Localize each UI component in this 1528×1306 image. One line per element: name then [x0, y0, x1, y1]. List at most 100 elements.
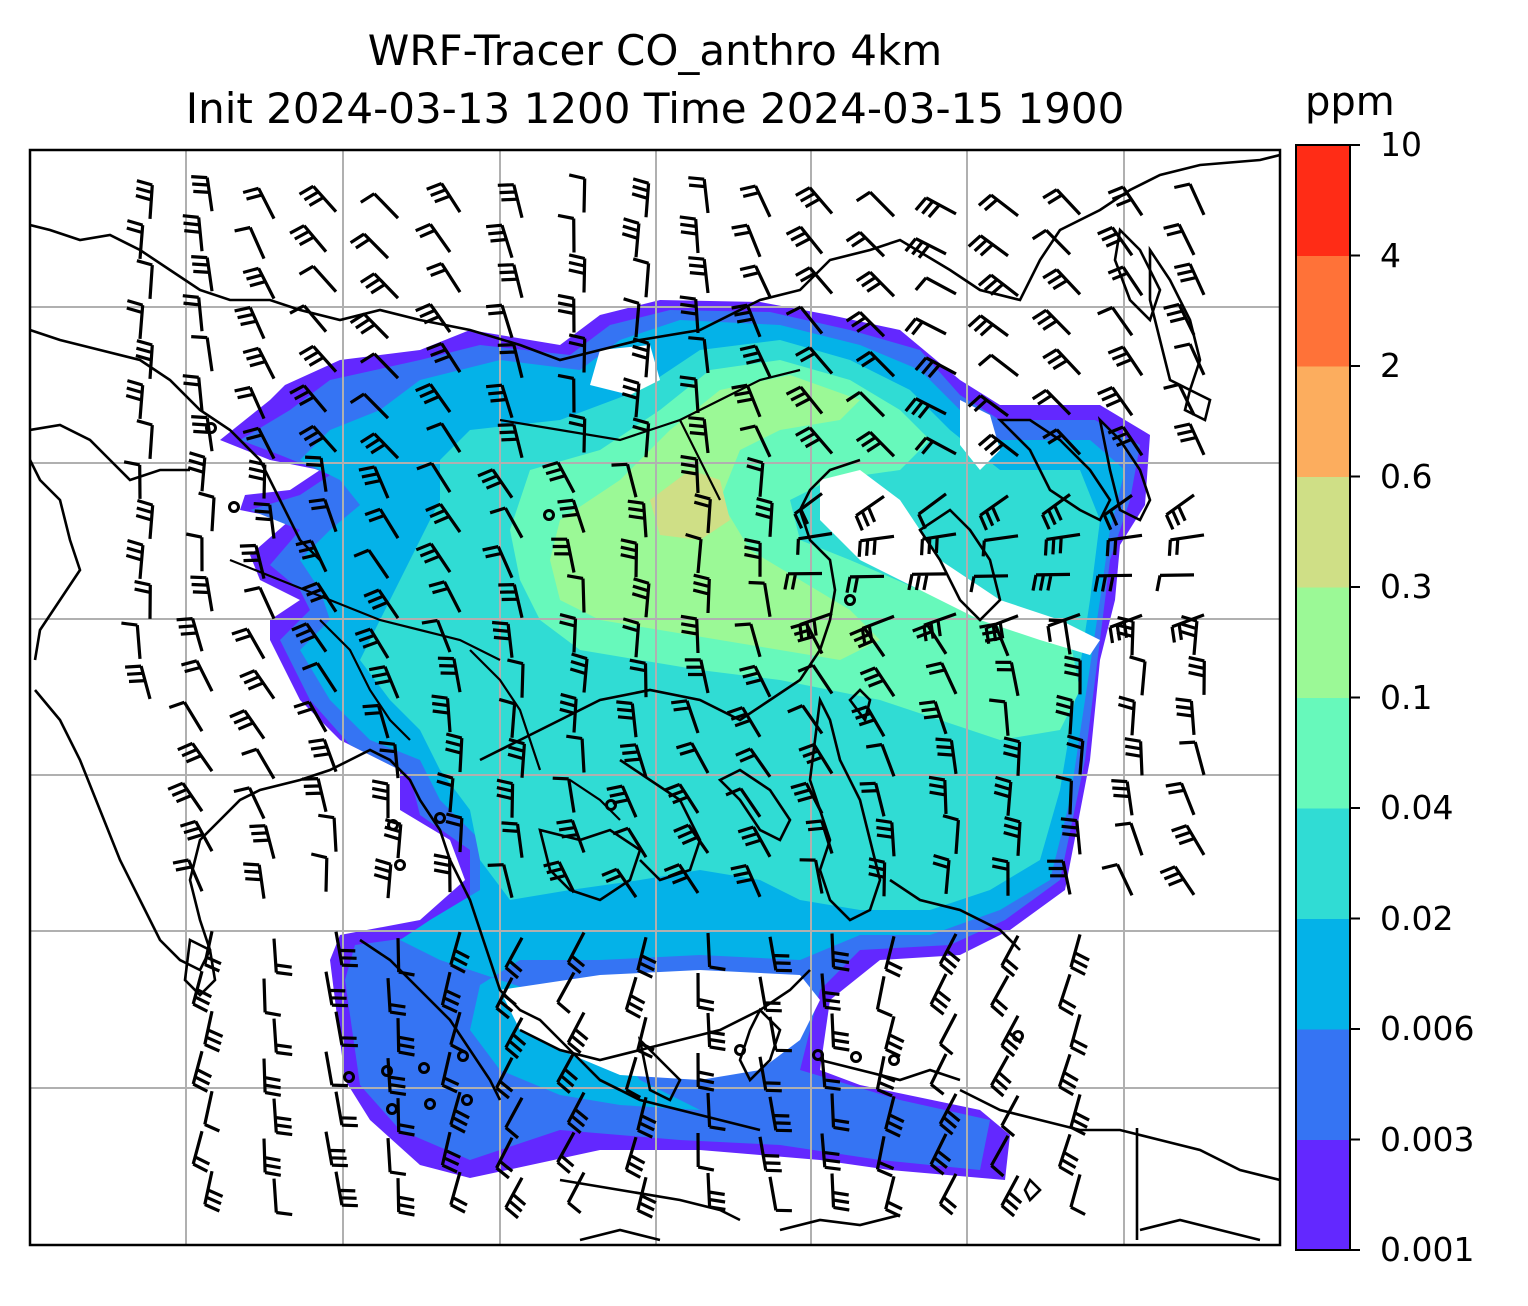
wind-barb: [875, 975, 893, 1018]
wind-barb: [135, 179, 154, 220]
wind-barb: [979, 622, 1010, 657]
wind-barb: [624, 976, 646, 1019]
wind-barb: [324, 971, 348, 1008]
wind-barb: [557, 213, 576, 253]
wind-barb: [431, 694, 452, 733]
wind-barb: [298, 344, 338, 373]
calm-wind-circle: [457, 1050, 469, 1062]
wind-barb: [556, 1131, 576, 1174]
wind-barb: [977, 193, 1019, 218]
wind-barb: [984, 614, 1019, 644]
wind-barb: [845, 390, 886, 418]
wind-barb: [977, 353, 1019, 378]
calm-wind-circle: [424, 1098, 436, 1110]
wind-barb: [977, 273, 1019, 298]
country-borders: [229, 368, 801, 821]
wind-barb: [368, 665, 400, 699]
wind-barb: [859, 666, 896, 698]
wind-barb: [978, 494, 1009, 531]
wind-barb: [601, 867, 638, 899]
wind-barb: [1173, 182, 1206, 216]
wind-barb: [302, 581, 338, 613]
wind-barb: [559, 692, 578, 733]
colorbar-tick-label: 0.001: [1380, 1230, 1475, 1269]
wind-barb: [706, 1012, 726, 1052]
wind-barb: [820, 1053, 841, 1091]
wind-barb: [912, 623, 948, 655]
wind-barb: [293, 700, 328, 733]
wind-barb: [568, 253, 587, 293]
chart-title-line1: WRF-Tracer CO_anthro 4km: [367, 26, 943, 75]
wind-barb: [680, 614, 700, 654]
wind-barb: [272, 938, 293, 977]
wind-barb: [191, 970, 213, 1013]
wind-barb: [362, 703, 390, 739]
wind-barb: [914, 196, 957, 219]
wind-barb: [884, 935, 903, 978]
wind-barb: [125, 379, 145, 420]
wind-barb: [136, 419, 154, 460]
colorbar-segment: [1296, 366, 1350, 477]
colorbar-segment: [1296, 587, 1350, 698]
wind-barb: [504, 1016, 527, 1060]
wind-barb: [748, 580, 772, 618]
wind-barb: [289, 304, 328, 333]
colorbar-tick-label: 0.006: [1380, 1009, 1475, 1048]
wind-barb: [631, 337, 651, 378]
wind-barb: [928, 775, 948, 814]
wind-barb: [185, 532, 204, 572]
colorbar-segment: [1296, 255, 1350, 367]
wind-barb: [1097, 226, 1134, 257]
wind-barb: [191, 1130, 211, 1173]
wind-barb: [543, 860, 576, 894]
wind-barb: [1163, 382, 1196, 416]
wind-barb: [938, 933, 961, 976]
wind-barb: [1102, 493, 1133, 531]
wind-barb: [191, 1050, 213, 1093]
wind-barb: [865, 742, 896, 777]
wind-barb: [179, 819, 214, 852]
wind-barb: [688, 416, 710, 454]
wind-barb: [1060, 817, 1082, 855]
calm-wind-circle: [434, 812, 446, 824]
wind-barb: [359, 432, 400, 460]
wind-barb: [289, 384, 328, 413]
wind-barb: [631, 177, 651, 218]
wind-barb: [1107, 265, 1144, 297]
wind-barb: [234, 225, 266, 260]
colorbar-segment: [1296, 1139, 1350, 1251]
wind-barb: [126, 299, 145, 340]
wind-barbs: [121, 173, 1206, 1220]
wind-barb: [1175, 697, 1196, 736]
wind-barb: [675, 741, 710, 774]
wind-barb: [1003, 736, 1022, 776]
wind-barb: [623, 297, 641, 338]
wind-barb: [624, 1136, 646, 1179]
calm-wind-circle: [888, 1054, 900, 1066]
wind-barb: [739, 344, 772, 378]
wind-barb: [542, 460, 576, 494]
wind-barb: [291, 622, 328, 653]
colorbar: [1295, 144, 1360, 1251]
wind-barb: [229, 709, 266, 740]
wind-barb: [1101, 862, 1134, 896]
wind-barb: [1031, 388, 1072, 416]
wind-barb: [929, 973, 952, 1016]
wind-barb: [363, 588, 400, 619]
wind-barb: [556, 1051, 579, 1094]
wind-barb: [239, 669, 276, 700]
wind-barb: [191, 255, 214, 292]
calm-wind-circle: [387, 819, 399, 831]
wind-barb: [262, 1138, 282, 1177]
wind-barb: [1167, 533, 1205, 556]
wind-barb: [482, 545, 514, 579]
wind-barb: [990, 1135, 1010, 1178]
colorbar-tick-label: 0.1: [1380, 677, 1433, 717]
wind-barb: [134, 580, 152, 619]
wind-barb: [1097, 306, 1134, 337]
wind-barb: [1173, 262, 1206, 296]
wind-barb: [851, 705, 886, 738]
wind-barb: [501, 821, 524, 858]
wind-barb: [680, 454, 700, 494]
